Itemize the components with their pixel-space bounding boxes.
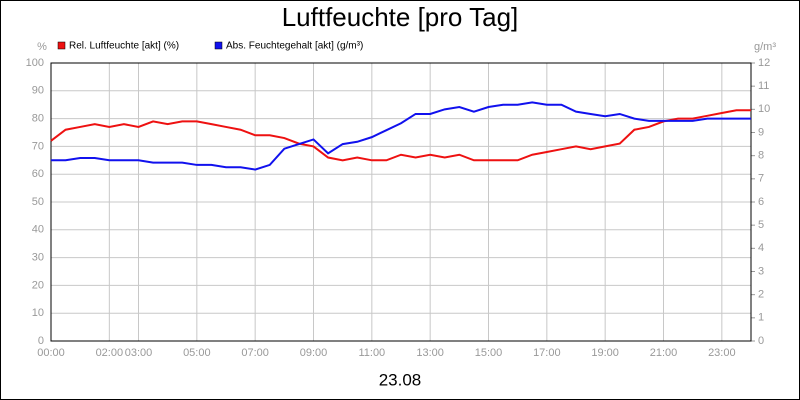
x-tick-label: 21:00 [650, 347, 678, 359]
y2-tick-label: 3 [758, 265, 764, 277]
legend-label: Abs. Feuchtegehalt [akt] (g/m³) [226, 41, 363, 52]
y-tick-label: 20 [32, 279, 44, 291]
y2-tick-label: 6 [758, 196, 764, 208]
y2-tick-label: 0 [758, 335, 764, 347]
x-tick-label: 07:00 [241, 347, 269, 359]
y-tick-label: 50 [32, 196, 44, 208]
y2-tick-label: 1 [758, 312, 764, 324]
x-tick-label: 17:00 [533, 347, 561, 359]
x-tick-label: 05:00 [183, 347, 211, 359]
chart-title: Luftfeuchte [pro Tag] [282, 2, 519, 32]
x-tick-label: 02:00 [96, 347, 124, 359]
y2-tick-label: 9 [758, 126, 764, 138]
x-tick-label: 00:00 [37, 347, 65, 359]
y2-tick-label: 4 [758, 242, 764, 254]
series-line [51, 101, 751, 171]
x-tick-label: 13:00 [416, 347, 444, 359]
y2-tick-label: 11 [758, 80, 769, 92]
y2-tick-label: 2 [758, 289, 764, 301]
y-tick-label: 10 [32, 307, 44, 319]
x-tick-label: 09:00 [300, 347, 328, 359]
y-tick-label: 70 [32, 140, 44, 152]
y2-tick-label: 5 [758, 219, 764, 231]
x-tick-label: 19:00 [591, 347, 619, 359]
x-tick-label: 23:00 [708, 347, 736, 359]
y2-tick-label: 10 [758, 103, 770, 115]
legend-swatch [57, 41, 66, 50]
y-tick-label: 30 [32, 252, 44, 264]
y2-tick-label: 7 [758, 173, 764, 185]
y-tick-label: 90 [32, 85, 44, 97]
legend-swatch [214, 41, 223, 50]
x-tick-label: 03:00 [125, 347, 153, 359]
legend-label: Rel. Luftfeuchte [akt] (%) [69, 41, 179, 52]
y-tick-label: 0 [38, 335, 44, 347]
y-axis-label: % [37, 41, 47, 53]
y-tick-label: 80 [32, 113, 44, 125]
plot-border [50, 62, 752, 342]
x-tick-label: 11:00 [358, 347, 385, 359]
y2-tick-label: 8 [758, 150, 764, 162]
y-tick-label: 60 [32, 168, 44, 180]
y2-tick-label: 12 [758, 57, 770, 69]
y-tick-label: 100 [26, 57, 44, 69]
x-tick-label: 15:00 [475, 347, 503, 359]
x-axis-label: 23.08 [379, 370, 422, 389]
y2-axis-label: g/m³ [754, 41, 776, 53]
y-tick-label: 40 [32, 224, 44, 236]
series-line [50, 109, 751, 162]
